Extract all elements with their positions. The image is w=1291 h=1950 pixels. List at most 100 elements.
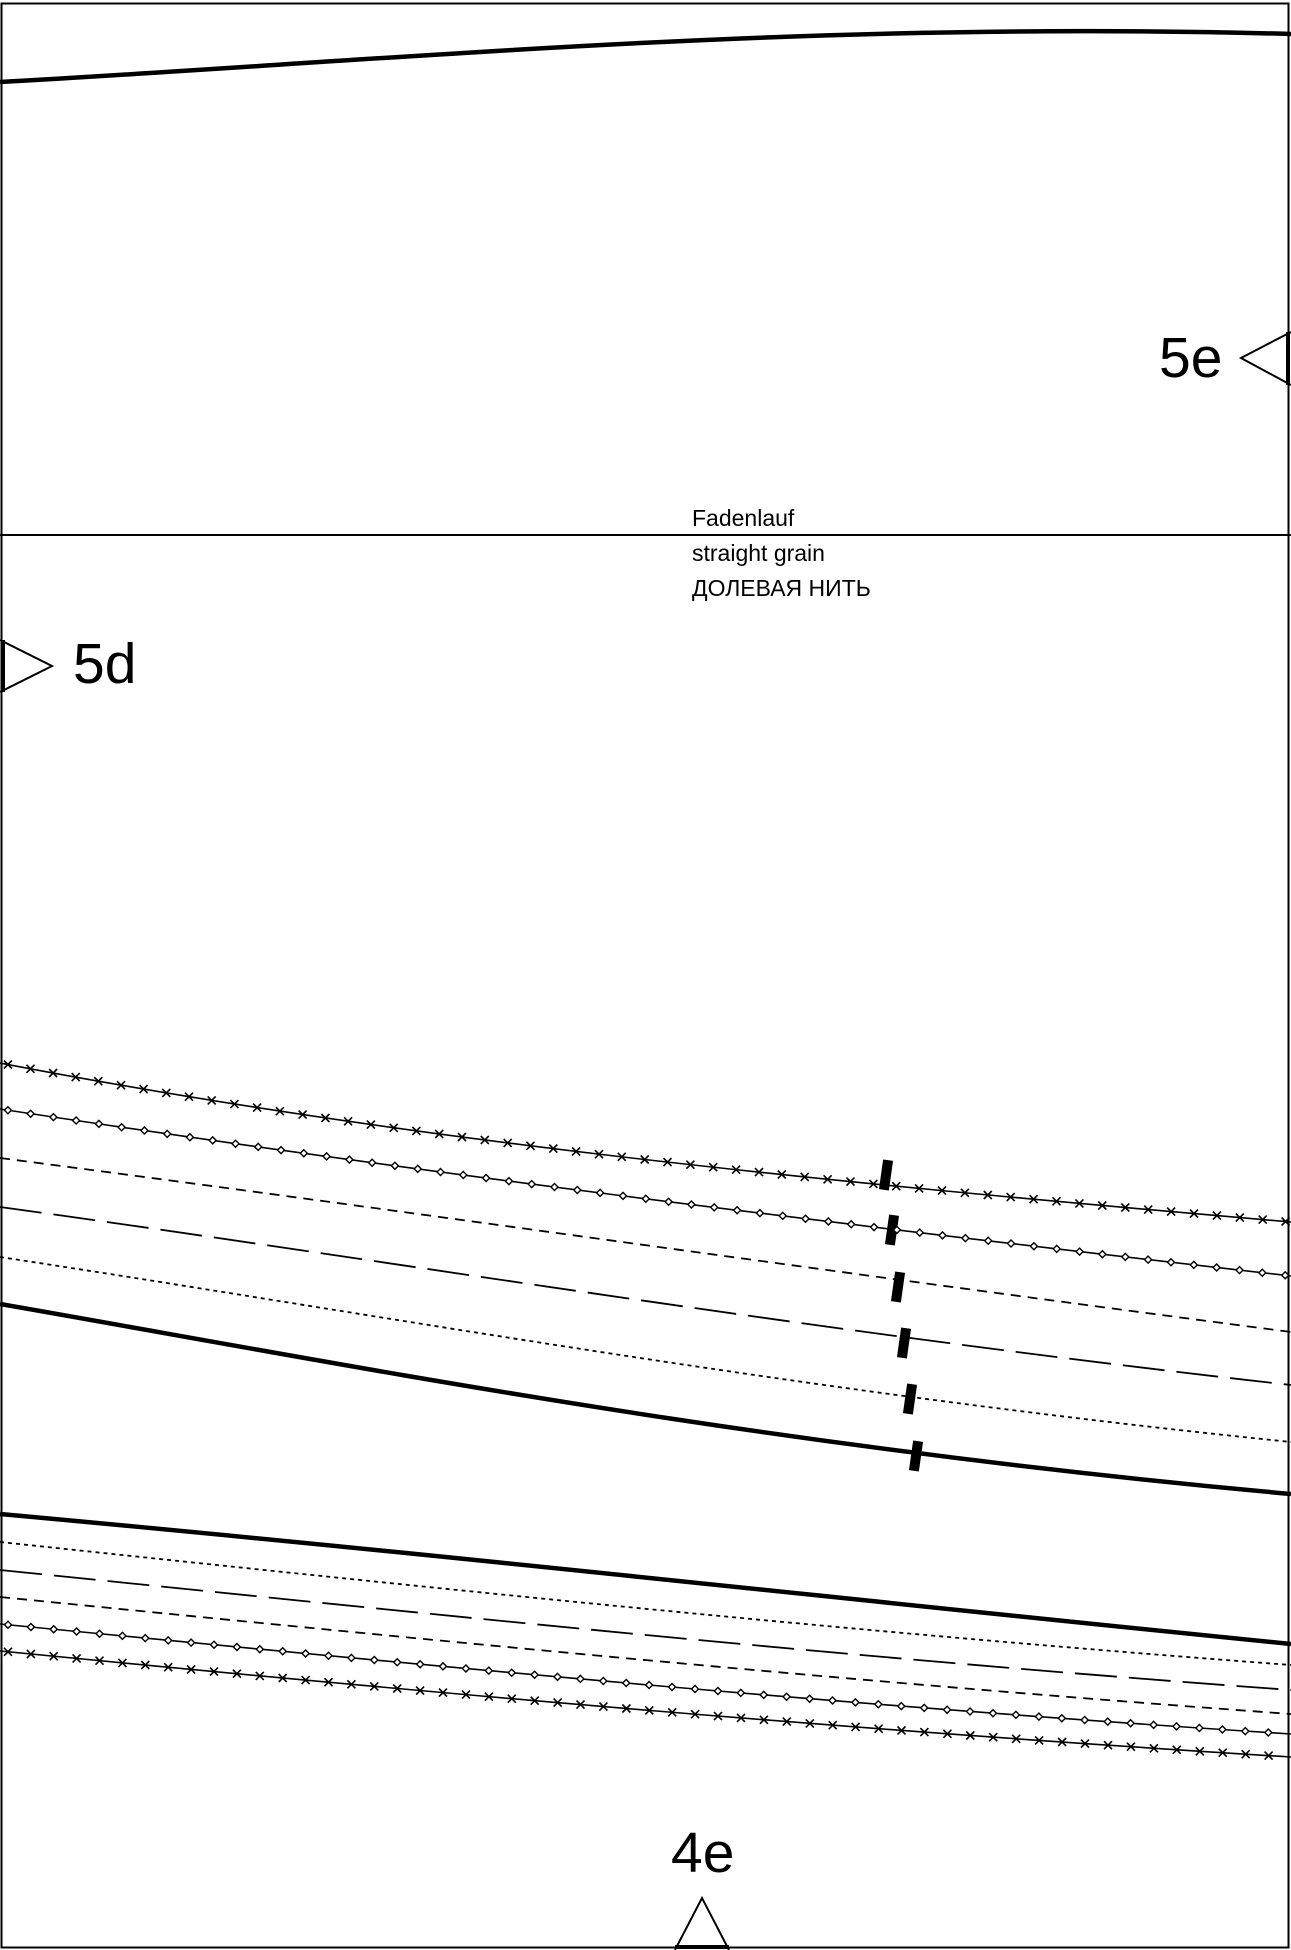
marker-4e-triangle (674, 1895, 730, 1950)
line-mark (72, 1627, 81, 1636)
size-line-dot-upper (0, 1108, 1291, 1277)
line-mark (141, 1633, 150, 1643)
line-mark (438, 1662, 448, 1671)
line-mark (1052, 1244, 1061, 1254)
line-mark (1189, 1260, 1199, 1270)
line-mark (255, 1644, 264, 1654)
line-mark (782, 1692, 791, 1702)
lower-size-lines (0, 1511, 1291, 1758)
notch-mark (890, 1271, 906, 1303)
line-mark (324, 1651, 333, 1660)
grain-label-de: Fadenlauf (692, 505, 795, 531)
line-mark (942, 1705, 952, 1714)
line-mark (595, 1188, 605, 1198)
line-mark (26, 1109, 35, 1118)
line-mark (413, 1164, 422, 1174)
line-mark (415, 1660, 425, 1669)
line-mark (713, 1686, 723, 1696)
size-line-cross-upper (0, 1062, 1291, 1223)
size-line-short-dash-lower (0, 1596, 1291, 1715)
marker-5d-label: 5d (73, 632, 137, 696)
pattern-edge-top (0, 28, 1291, 85)
line-mark (732, 1206, 742, 1215)
line-mark (690, 1684, 700, 1694)
line-mark (915, 1228, 924, 1237)
line-mark (1080, 1715, 1089, 1725)
line-mark (1029, 1241, 1039, 1251)
line-mark (965, 1707, 975, 1716)
line-mark (162, 1129, 172, 1139)
line-mark (276, 1145, 286, 1155)
line-mark (759, 1690, 768, 1700)
line-mark (622, 1678, 631, 1688)
grain-label-ru: ДОЛЕВАЯ НИТЬ (692, 575, 871, 601)
line-mark (667, 1682, 677, 1692)
line-mark (778, 1211, 787, 1221)
line-mark (576, 1674, 585, 1684)
size-line-solid-upper (0, 1301, 1291, 1497)
size-line-short-dash-upper (0, 1157, 1291, 1333)
line-mark (140, 1126, 149, 1135)
line-mark (1241, 1726, 1250, 1736)
line-mark (1057, 1714, 1067, 1723)
size-line-dotted-upper (0, 1256, 1291, 1443)
size-line-solid-lower (0, 1511, 1291, 1647)
line-mark (278, 1647, 287, 1656)
line-mark (117, 1122, 126, 1132)
size-line-long-dash-upper (0, 1206, 1291, 1386)
upper-size-lines (0, 1062, 1291, 1497)
notch-marks (878, 1159, 924, 1472)
line-mark (370, 1655, 379, 1665)
line-mark (1075, 1247, 1084, 1256)
grain-label-en: straight grain (692, 540, 825, 566)
line-mark (459, 1170, 468, 1180)
line-mark (828, 1696, 837, 1705)
line-mark (1103, 1717, 1112, 1726)
line-mark (530, 1670, 539, 1680)
line-mark (504, 1176, 514, 1186)
line-mark (185, 1132, 195, 1142)
line-mark (118, 1631, 127, 1641)
line-mark (805, 1694, 814, 1703)
line-mark (322, 1152, 331, 1161)
line-mark (3, 1105, 13, 1115)
line-mark (393, 1657, 402, 1667)
line-mark (618, 1191, 628, 1201)
size-line-dotted-lower (0, 1541, 1291, 1666)
line-mark (95, 1629, 104, 1638)
marker-5d-triangle (0, 639, 55, 693)
line-mark (436, 1167, 445, 1177)
line-mark (1235, 1265, 1244, 1275)
notch-mark (878, 1159, 894, 1191)
line-mark (851, 1698, 860, 1707)
line-mark (1126, 1719, 1135, 1728)
line-mark (49, 1624, 58, 1634)
line-mark (49, 1112, 58, 1122)
line-mark (984, 1236, 993, 1246)
line-mark (301, 1649, 310, 1658)
line-mark (209, 1640, 219, 1650)
line-marks (3, 1059, 1291, 1761)
line-mark (1143, 1255, 1153, 1264)
line-mark (961, 1233, 970, 1243)
line-mark (938, 1231, 947, 1240)
line-mark (390, 1161, 400, 1171)
line-mark (232, 1642, 242, 1652)
line-mark (507, 1668, 516, 1677)
marker-5e-label: 5e (1159, 326, 1223, 390)
size-line-dot-lower (0, 1623, 1291, 1735)
marker-5e-triangle (1238, 331, 1291, 386)
line-mark (26, 1622, 36, 1632)
line-mark (1034, 1712, 1044, 1721)
line-mark (599, 1676, 608, 1686)
notch-mark (896, 1327, 912, 1359)
line-mark (1098, 1249, 1107, 1259)
line-mark (299, 1149, 308, 1158)
line-mark (573, 1185, 582, 1195)
line-mark (1218, 1725, 1227, 1734)
line-mark (254, 1142, 263, 1152)
line-mark (1011, 1710, 1021, 1720)
line-mark (664, 1197, 673, 1206)
line-mark (755, 1208, 765, 1218)
